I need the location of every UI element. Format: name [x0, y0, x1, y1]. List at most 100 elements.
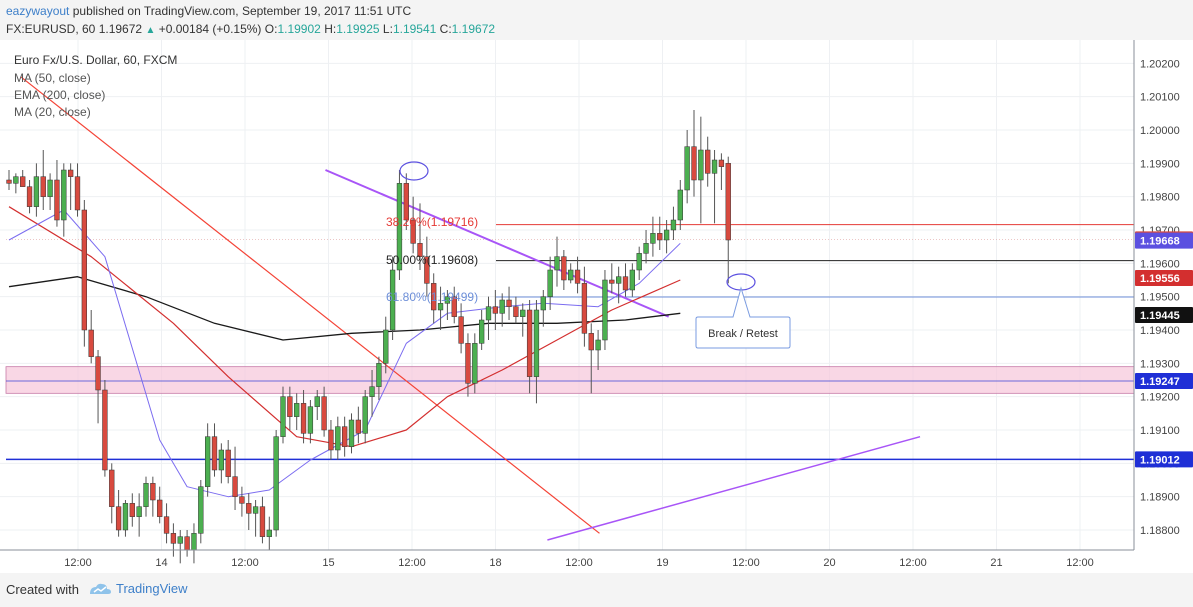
candle-body	[568, 269, 574, 281]
candle-body	[437, 303, 444, 311]
candle-body	[616, 276, 622, 284]
red-trendline	[20, 76, 600, 534]
candle-body	[177, 536, 183, 544]
candle-body	[691, 146, 697, 181]
candle-body	[376, 363, 382, 387]
candle-body	[554, 256, 560, 271]
candle-body	[163, 516, 170, 534]
y-tick-label: 1.19200	[1140, 392, 1180, 404]
legend-ema200[interactable]: EMA (200, close)	[14, 88, 105, 102]
publisher-line: eazywayout published on TradingView.com,…	[6, 4, 411, 18]
candle-body	[61, 169, 67, 221]
candle-body	[246, 503, 252, 514]
low-label: L:	[382, 22, 393, 36]
candle-body	[403, 183, 409, 221]
candle-body	[581, 283, 588, 334]
candle-body	[410, 219, 416, 244]
candle-body	[239, 496, 245, 504]
y-tick-label: 1.18800	[1140, 525, 1180, 537]
candle-body	[369, 386, 375, 397]
candle-body	[342, 426, 348, 447]
x-tick-label: 15	[322, 557, 334, 569]
y-tick-label: 1.19300	[1140, 358, 1180, 370]
candle-body	[348, 419, 355, 447]
legend-ma20[interactable]: MA (20, close)	[14, 105, 91, 119]
candle-body	[540, 296, 546, 311]
candle-body	[33, 176, 40, 207]
x-tick-label: 14	[155, 557, 167, 569]
tradingview-logo-icon	[90, 583, 111, 594]
author-link[interactable]: eazywayout	[6, 4, 70, 18]
candle-body	[362, 396, 368, 434]
candle-body	[321, 396, 327, 431]
candle-body	[54, 179, 60, 221]
legend-title: Euro Fx/U.S. Dollar, 60, FXCM	[14, 53, 177, 67]
price-tag-label: 1.19556	[1140, 273, 1180, 285]
price-tag	[1135, 451, 1193, 468]
candle-body	[636, 253, 642, 271]
chart-grid	[0, 40, 1134, 550]
candle-body	[307, 406, 314, 434]
candle-body	[561, 256, 567, 281]
candle-body	[129, 503, 135, 517]
x-tick-label: 18	[489, 557, 501, 569]
candle-body	[6, 179, 12, 184]
ema200-line	[8, 276, 681, 341]
candle-body	[198, 486, 204, 534]
price-tag	[1135, 232, 1193, 249]
candle-body	[170, 533, 177, 544]
candle-body	[643, 243, 649, 254]
candle-body	[47, 179, 53, 197]
tradingview-brand[interactable]: TradingView	[88, 581, 188, 596]
candle-body	[280, 396, 286, 437]
candle-body	[232, 476, 238, 497]
fib-50-label: 50.00%(1.19608)	[386, 253, 478, 267]
annotations: 38.20%(1.19716) 50.00%(1.19608) 61.80%(1…	[386, 161, 791, 349]
candle-body	[335, 426, 341, 451]
candle-body	[26, 186, 33, 207]
price-chart[interactable]: 38.20%(1.19716) 50.00%(1.19608) 61.80%(1…	[0, 40, 1193, 573]
chart-header: eazywayout published on TradingView.com,…	[0, 0, 1193, 40]
price-tag-label: 1.19445	[1140, 310, 1180, 322]
y-tick-label: 1.19100	[1140, 425, 1180, 437]
candle-body	[396, 183, 403, 271]
created-with-text: Created with	[6, 582, 79, 597]
candle-body	[328, 429, 334, 451]
x-tick-label: 12:00	[899, 557, 927, 569]
candle-body	[663, 229, 670, 241]
legend-ma50[interactable]: MA (50, close)	[14, 71, 91, 85]
purple-trendline	[325, 169, 670, 318]
y-tick-label: 1.19800	[1140, 192, 1180, 204]
y-tick-label: 1.19500	[1140, 292, 1180, 304]
candle-body	[74, 176, 81, 211]
candle-body	[622, 276, 629, 291]
candle-body	[725, 163, 731, 241]
candle-body	[513, 306, 519, 317]
candle-body	[444, 296, 451, 304]
candle-body	[383, 329, 389, 364]
price-change: +0.00184 (+0.15%)	[158, 22, 262, 36]
candle-body	[698, 149, 704, 181]
candle-body	[191, 533, 197, 551]
candle-body	[574, 269, 581, 284]
price-tag	[1135, 307, 1193, 323]
candle-body	[465, 343, 471, 384]
high-label: H:	[324, 22, 337, 36]
y-tick-label: 1.20200	[1140, 58, 1180, 70]
candle-body	[526, 309, 533, 377]
candle-body	[472, 343, 478, 384]
candle-body	[705, 149, 711, 174]
close-value: 1.19672	[451, 22, 496, 36]
candle-body	[95, 356, 101, 391]
candle-body	[718, 159, 725, 167]
chart-zones	[5, 366, 1135, 394]
candle-body	[273, 436, 279, 531]
candle-body	[485, 306, 492, 321]
up-arrow-icon: ▲	[145, 25, 156, 36]
purple-rising-line	[547, 435, 921, 541]
x-tick-label: 12:00	[732, 557, 760, 569]
chart-footer: Created with TradingView	[0, 573, 1193, 607]
candle-body	[588, 333, 594, 351]
candle-body	[211, 436, 218, 471]
price-tag	[1135, 270, 1193, 286]
